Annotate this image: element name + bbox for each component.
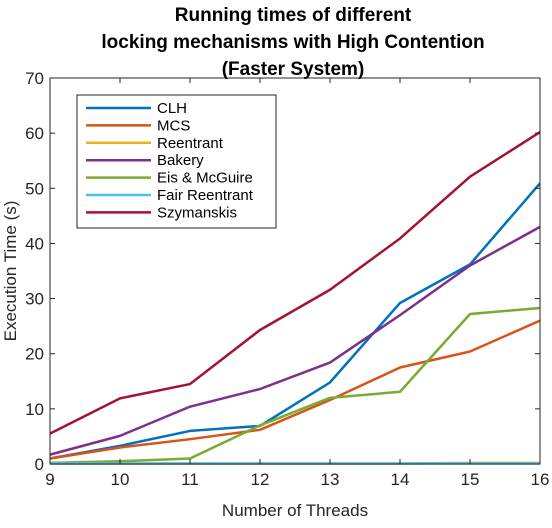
legend-entry-label: MCS [157,117,190,134]
x-tick-label: 15 [461,470,480,489]
series-lines [49,130,541,465]
legend-box [76,94,277,229]
y-tick-label: 20 [25,345,44,364]
x-tick-label: 13 [321,470,340,489]
y-axis-label: Execution Time (s) [1,201,20,342]
x-tick-label: 11 [181,470,199,489]
y-tick-label: 50 [25,179,44,198]
chart-title-line: Running times of different [175,5,412,26]
series-line-clh [49,182,541,460]
x-tick-label: 10 [111,470,130,489]
x-tick-label: 9 [45,470,54,489]
chart-title-line: locking mechanisms with High Contention [101,32,484,53]
y-tick-label: 40 [25,234,44,253]
legend-entry-label: Reentrant [157,135,224,152]
y-tick-label: 30 [25,290,44,309]
y-tick-label: 0 [35,455,44,474]
series-line-mcs [49,319,541,460]
series-line-eis-mcguire [49,306,541,465]
legend-entry-label: Bakery [157,152,204,169]
chart-title-line: (Faster System) [222,59,365,80]
x-tick-label: 16 [531,470,550,489]
x-tick-label: 14 [391,470,410,489]
series-line-szymanskis [49,130,541,435]
axis-ticks: 9 10 11 12 13 14 15 16 0 10 20 30 40 50 60 70 [25,69,549,489]
x-tick-label: 12 [251,470,270,489]
y-tick-label: 10 [25,400,44,419]
y-tick-label: 70 [25,69,44,88]
chart-title: Running times of different locking mechan… [101,5,484,80]
legend-entry-label: Eis & McGuire [157,170,253,187]
x-axis-label: Number of Threads [222,501,368,520]
legend-entry-label: Szymanskis [157,204,237,221]
axes-box [49,77,541,465]
legend-entry-label: CLH [157,100,187,117]
series-line-bakery [49,225,541,456]
y-tick-label: 60 [25,124,44,143]
legend-entry-label: Fair Reentrant [157,187,254,204]
